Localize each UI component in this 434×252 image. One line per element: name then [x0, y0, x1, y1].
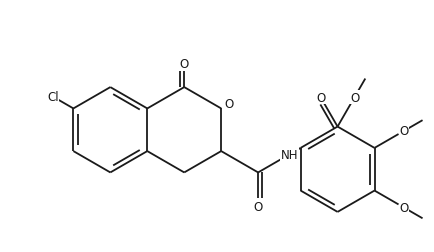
Text: O: O: [399, 125, 409, 138]
Text: O: O: [316, 91, 325, 104]
Text: Cl: Cl: [47, 91, 59, 104]
Text: O: O: [225, 98, 234, 111]
Text: NH: NH: [281, 148, 298, 161]
Text: O: O: [253, 200, 263, 213]
Text: O: O: [350, 91, 359, 104]
Text: O: O: [180, 58, 189, 71]
Text: O: O: [399, 201, 409, 214]
